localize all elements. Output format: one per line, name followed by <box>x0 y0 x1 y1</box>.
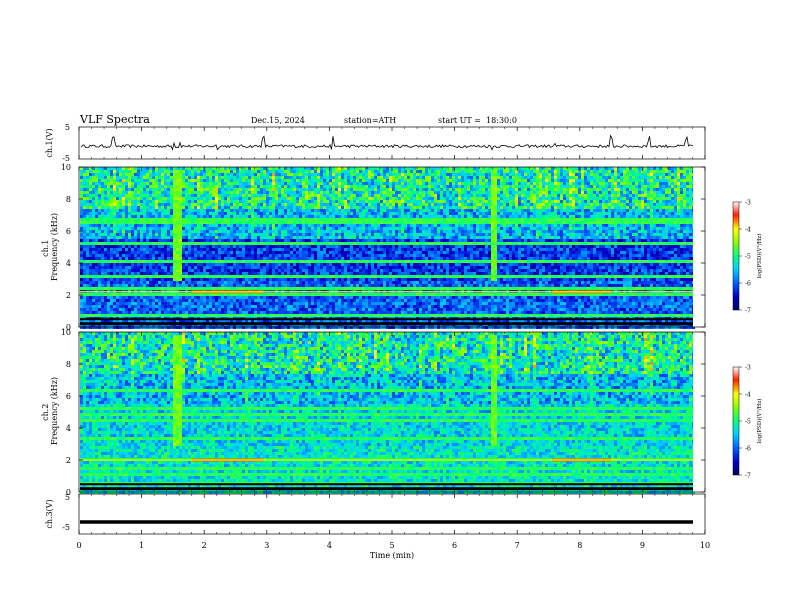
spec-ytick-label: 10 <box>61 328 71 337</box>
panel-frame <box>78 493 706 535</box>
ch1-wave-ytick-top: 5 <box>65 123 70 132</box>
ch1-spec-yticks: 0 2 4 6 8 10 <box>61 163 705 332</box>
spec-ytick-label: 10 <box>61 163 71 172</box>
colorbar-label: log(PSD)(V²/Hz) <box>756 234 763 279</box>
ch2-spec-ylabel: ch.2 Frequency (kHz) <box>41 377 59 445</box>
ch2-spectrogram-image <box>79 332 705 494</box>
ch1-spec-ylabel: ch.1 Frequency (kHz) <box>41 213 59 281</box>
x-tick-label: 1 <box>139 541 144 550</box>
ch3-wave-ytick-top: 5 <box>65 493 70 502</box>
x-tick-label: 8 <box>577 541 582 550</box>
header-start-ut: start UT = 18:30:0 <box>438 116 517 125</box>
x-tick-label: 5 <box>389 541 394 550</box>
ch2-spec-ylabel-line2: Frequency (kHz) <box>50 377 59 445</box>
ch2-colorbar: -3 -4 -5 -6 -7 log(PSD)(V²/Hz) <box>732 365 763 480</box>
colorbar-scale <box>732 201 740 311</box>
ch1-signal-trace <box>80 134 694 151</box>
panel-frame <box>78 126 706 160</box>
x-tick-label: 4 <box>327 541 332 550</box>
spec-ytick-label: 2 <box>66 456 71 465</box>
colorbar-tick-label: -6 <box>745 281 751 288</box>
colorbar-label: log(PSD)(V²/Hz) <box>756 399 763 444</box>
ch2-spec-yticks: 0 2 4 6 8 10 <box>61 328 705 497</box>
header-date: Dec.15, 2024 <box>251 116 305 125</box>
colorbar-tick-label: -5 <box>745 254 751 261</box>
colorbar-tick-label: -5 <box>745 419 751 426</box>
spec-ytick-label: 8 <box>66 195 71 204</box>
spec-ytick-label: 6 <box>66 392 71 401</box>
x-tick-label: 6 <box>452 541 457 550</box>
header-station: station=ATH <box>344 116 396 125</box>
spec-ytick-label: 0 <box>66 488 71 497</box>
colorbar-tick-label: -7 <box>745 308 751 315</box>
x-axis-label: Time (min) <box>370 551 414 560</box>
x-tick-label: 10 <box>700 541 710 550</box>
x-tick-label: 0 <box>76 541 81 550</box>
ch3-waveform-panel: 5 -5 ch.3(V) <box>45 493 706 535</box>
colorbar-tick-label: -6 <box>745 446 751 453</box>
ch1-waveform-panel: 5 -5 ch.1(V) <box>45 123 706 163</box>
x-axis-ticks: 0 1 2 3 4 5 6 7 8 9 10 <box>76 127 710 550</box>
ch3-wave-ylabel: ch.3(V) <box>45 499 54 528</box>
ch1-spectrogram-image <box>79 167 705 329</box>
ch1-wave-ytick-bottom: -5 <box>62 154 70 163</box>
spec-ytick-label: 0 <box>66 323 71 332</box>
ch1-wave-ylabel: ch.1(V) <box>45 128 54 157</box>
ch2-spec-ylabel-line1: ch.2 <box>41 404 50 421</box>
figure-title: VLF Spectra <box>79 113 150 126</box>
ch2-spectrogram-panel: 0 2 4 6 8 10 ch.2 Frequency (kHz) <box>41 328 706 497</box>
colorbar-scale <box>732 366 740 476</box>
x-tick-label: 2 <box>202 541 207 550</box>
ch1-colorbar: -3 -4 -5 -6 -7 log(PSD)(V²/Hz) <box>732 200 763 315</box>
colorbar-tick-label: -7 <box>745 473 751 480</box>
ch1-spectrogram-panel: 0 2 4 6 8 10 ch.1 Frequency (kHz) <box>41 163 706 332</box>
colorbar-tick-label: -3 <box>745 365 751 372</box>
spec-ytick-label: 4 <box>66 259 71 268</box>
x-tick-label: 9 <box>640 541 645 550</box>
ch1-spec-ylabel-line1: ch.1 <box>41 240 50 257</box>
colorbar-tick-label: -4 <box>745 392 751 399</box>
ch3-wave-ytick-bottom: -5 <box>62 523 70 532</box>
colorbar-tick-label: -3 <box>745 200 751 207</box>
spec-ytick-label: 4 <box>66 424 71 433</box>
colorbar-tick-label: -4 <box>745 227 751 234</box>
x-tick-label: 3 <box>264 541 269 550</box>
spec-ytick-label: 2 <box>66 291 71 300</box>
ch1-spec-ylabel-line2: Frequency (kHz) <box>50 213 59 281</box>
spec-ytick-label: 8 <box>66 360 71 369</box>
spec-ytick-label: 6 <box>66 227 71 236</box>
x-tick-label: 7 <box>515 541 520 550</box>
